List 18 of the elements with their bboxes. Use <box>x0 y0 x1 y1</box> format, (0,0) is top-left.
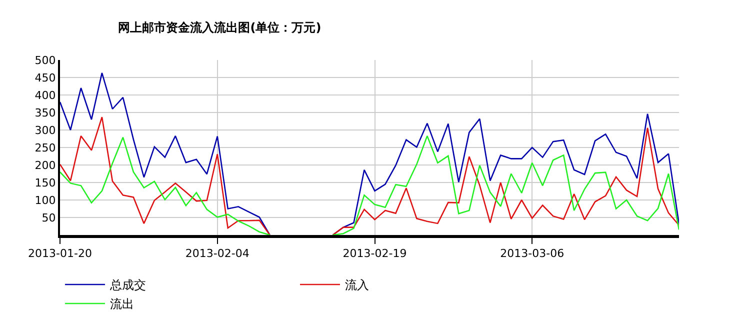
legend-label: 总成交 <box>109 278 146 292</box>
x-tick-label: 2013-02-19 <box>342 247 407 260</box>
y-tick-label: 300 <box>34 124 56 137</box>
x-tick-label: 2013-02-04 <box>185 247 250 260</box>
legend-label: 流入 <box>345 278 369 292</box>
y-tick-label: 350 <box>34 106 56 120</box>
x-tick-label: 2013-01-20 <box>28 247 92 260</box>
legend-label: 流出 <box>110 297 134 312</box>
x-tick-label: 2013-03-06 <box>500 247 564 260</box>
y-tick-label: 100 <box>34 194 56 207</box>
y-tick-label: 150 <box>34 176 56 190</box>
y-tick-label: 500 <box>34 54 56 67</box>
y-tick-label: 250 <box>34 141 56 154</box>
y-tick-label: 200 <box>34 158 56 172</box>
y-tick-label: 450 <box>34 71 56 84</box>
y-tick-label: 50 <box>42 211 56 224</box>
y-tick-label: 400 <box>34 88 56 102</box>
chart-title: 网上邮市资金流入流出图(单位：万元) <box>118 20 322 34</box>
